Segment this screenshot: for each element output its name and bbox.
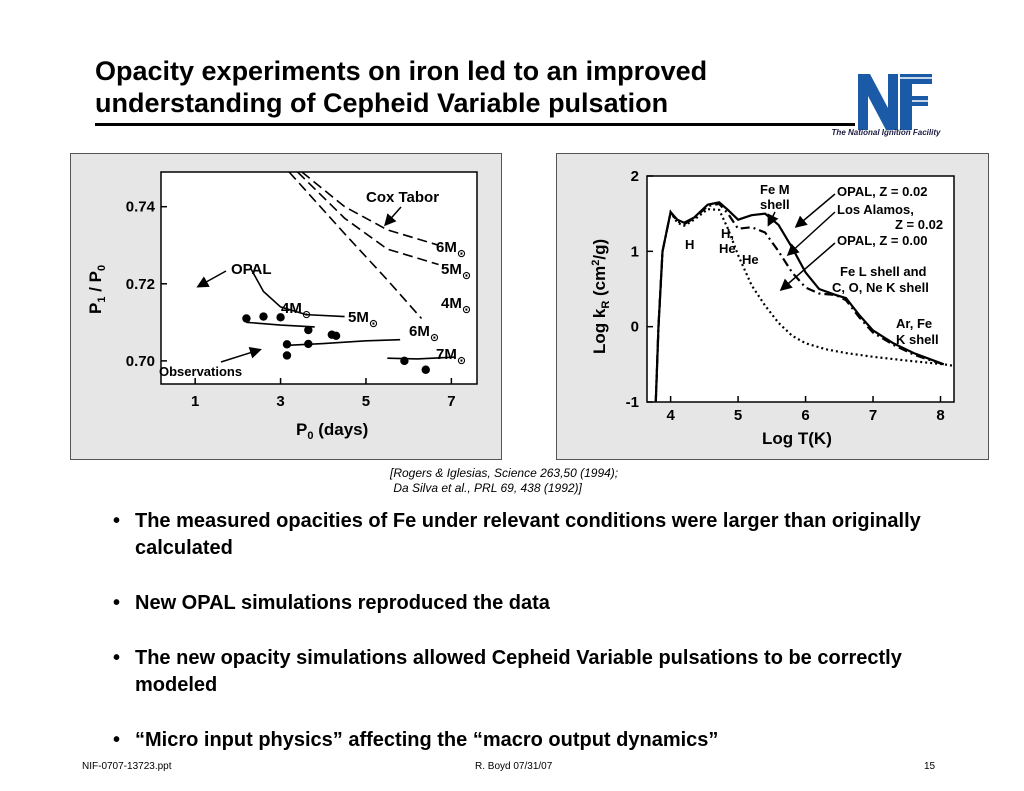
footer-page-number: 15 bbox=[924, 761, 936, 772]
cox-tabor-curve bbox=[301, 171, 439, 247]
cox-tabor-arrow bbox=[384, 206, 402, 227]
bullet-item: “Micro input physics” affecting the “mac… bbox=[110, 727, 940, 754]
label-6m-upper: 6M⊙ bbox=[436, 239, 466, 260]
label-opal-000: OPAL, Z = 0.00 bbox=[837, 233, 927, 248]
bullet-item: The new opacity simulations allowed Ceph… bbox=[110, 645, 940, 699]
y-tick-label: 1 bbox=[631, 243, 639, 260]
label-h-he-2: He bbox=[719, 241, 736, 256]
footer-filename: NIF-0707-13723.ppt bbox=[82, 761, 172, 772]
y-tick-label: 0.70 bbox=[126, 353, 155, 370]
x-tick-label: 6 bbox=[801, 407, 809, 424]
y-tick-label: 0 bbox=[631, 319, 639, 336]
label-4m-right: 4M⊙ bbox=[441, 295, 471, 316]
citation-line-2: Da Silva et al., PRL 69, 438 (1992)] bbox=[390, 481, 582, 495]
observation-point bbox=[282, 340, 292, 349]
title-line-1: Opacity experiments on iron led to an im… bbox=[95, 56, 708, 86]
observation-point bbox=[242, 314, 251, 323]
label-5m-upper: 5M⊙ bbox=[441, 261, 471, 282]
period-ratio-chart: 1 3 5 7 0.70 0.72 0.74 P0 (days) P1 / P0 Cox T… bbox=[86, 171, 478, 442]
bullet-item: The measured opacities of Fe under relev… bbox=[110, 508, 940, 562]
label-h: H bbox=[685, 237, 694, 252]
x-axis-label: Log T(K) bbox=[762, 429, 832, 448]
label-ar-fe-1: Ar, Fe bbox=[896, 316, 932, 331]
label-6m-mid: 6M⊙ bbox=[409, 323, 439, 344]
label-5m-mid: 5M⊙ bbox=[348, 309, 378, 330]
cox-tabor-curve bbox=[288, 171, 423, 320]
observations-arrow bbox=[220, 346, 262, 363]
opacity-series-line bbox=[654, 202, 945, 403]
opacity-series-line bbox=[654, 201, 945, 403]
label-los-alamos-1: Los Alamos, bbox=[837, 202, 914, 217]
title-underline bbox=[95, 123, 855, 126]
observation-point bbox=[304, 325, 313, 335]
label-ar-fe-2: K shell bbox=[896, 332, 939, 347]
opal-000-arrow bbox=[779, 242, 836, 291]
observation-point bbox=[282, 351, 292, 360]
opal-curve bbox=[249, 267, 345, 318]
x-tick-label: 4 bbox=[666, 407, 675, 424]
label-fe-m-2: shell bbox=[760, 197, 790, 212]
label-observations: Observations bbox=[159, 364, 242, 379]
label-cox-tabor: Cox Tabor bbox=[366, 189, 439, 206]
y-axis-label: Log kR (cm2/g) bbox=[590, 239, 612, 354]
label-7m: 7M⊙ bbox=[436, 346, 466, 367]
opal-curve bbox=[387, 356, 456, 360]
y-axis-label: P1 / P0 bbox=[86, 265, 108, 314]
label-los-alamos-2: Z = 0.02 bbox=[895, 217, 943, 232]
cox-tabor-curve bbox=[297, 171, 439, 266]
logo-caption: The National Ignition Facility bbox=[831, 128, 941, 137]
x-tick-label: 7 bbox=[869, 407, 877, 424]
citation: [Rogers & Iglesias, Science 263,50 (1994… bbox=[390, 466, 618, 496]
label-opal: OPAL bbox=[231, 261, 272, 278]
bullet-list: The measured opacities of Fe under relev… bbox=[110, 508, 940, 782]
label-opal-002: OPAL, Z = 0.02 bbox=[837, 184, 927, 199]
x-tick-label: 3 bbox=[276, 393, 284, 410]
label-fe-l-2: C, O, Ne K shell bbox=[832, 280, 929, 295]
x-tick-label: 7 bbox=[447, 393, 455, 410]
label-he: He bbox=[742, 252, 759, 267]
x-tick-label: 5 bbox=[362, 393, 370, 410]
x-tick-label: 5 bbox=[734, 407, 742, 424]
period-ratio-chart-panel: 1 3 5 7 0.70 0.72 0.74 P0 (days) P1 / P0 Cox T… bbox=[70, 153, 502, 460]
nif-logo-icon bbox=[856, 68, 934, 132]
observation-point bbox=[304, 339, 313, 349]
label-h-he-1: H, bbox=[721, 226, 734, 241]
y-tick-label: 2 bbox=[631, 168, 639, 185]
observation-point bbox=[400, 356, 409, 366]
label-fe-m-1: Fe M bbox=[760, 182, 790, 197]
y-tick-label: -1 bbox=[626, 394, 639, 411]
x-tick-label: 1 bbox=[191, 393, 199, 410]
observation-point bbox=[276, 313, 285, 322]
x-tick-label: 8 bbox=[936, 407, 944, 424]
citation-line-1: [Rogers & Iglesias, Science 263,50 (1994… bbox=[390, 466, 619, 480]
y-tick-label: 0.74 bbox=[126, 199, 156, 216]
observation-point bbox=[259, 312, 268, 321]
los-alamos-arrow bbox=[786, 211, 836, 257]
opal-curve bbox=[246, 321, 315, 328]
opacity-chart-panel: 4 5 6 7 8 -1 0 1 2 Log T(K) Log kR (cm2/g) Fe M … bbox=[556, 153, 989, 460]
observation-point bbox=[331, 331, 341, 341]
label-fe-l-1: Fe L shell and bbox=[840, 264, 927, 279]
title-line-2: understanding of Cepheid Variable pulsat… bbox=[95, 88, 669, 118]
bullet-item: New OPAL simulations reproduced the data bbox=[110, 590, 940, 617]
footer-author-date: R. Boyd 07/31/07 bbox=[475, 761, 553, 772]
observation-point bbox=[421, 365, 430, 374]
opacity-series-line bbox=[654, 208, 955, 403]
y-tick-label: 0.72 bbox=[126, 276, 155, 293]
x-axis-label: P0 (days) bbox=[296, 420, 368, 442]
opal-002-arrow bbox=[794, 193, 836, 228]
opal-arrow bbox=[196, 270, 227, 288]
fe-m-arrow bbox=[767, 211, 779, 227]
label-4m-mid: 4M⊙ bbox=[281, 300, 311, 321]
opal-curve bbox=[284, 338, 401, 347]
slide-title: Opacity experiments on iron led to an im… bbox=[95, 55, 855, 119]
